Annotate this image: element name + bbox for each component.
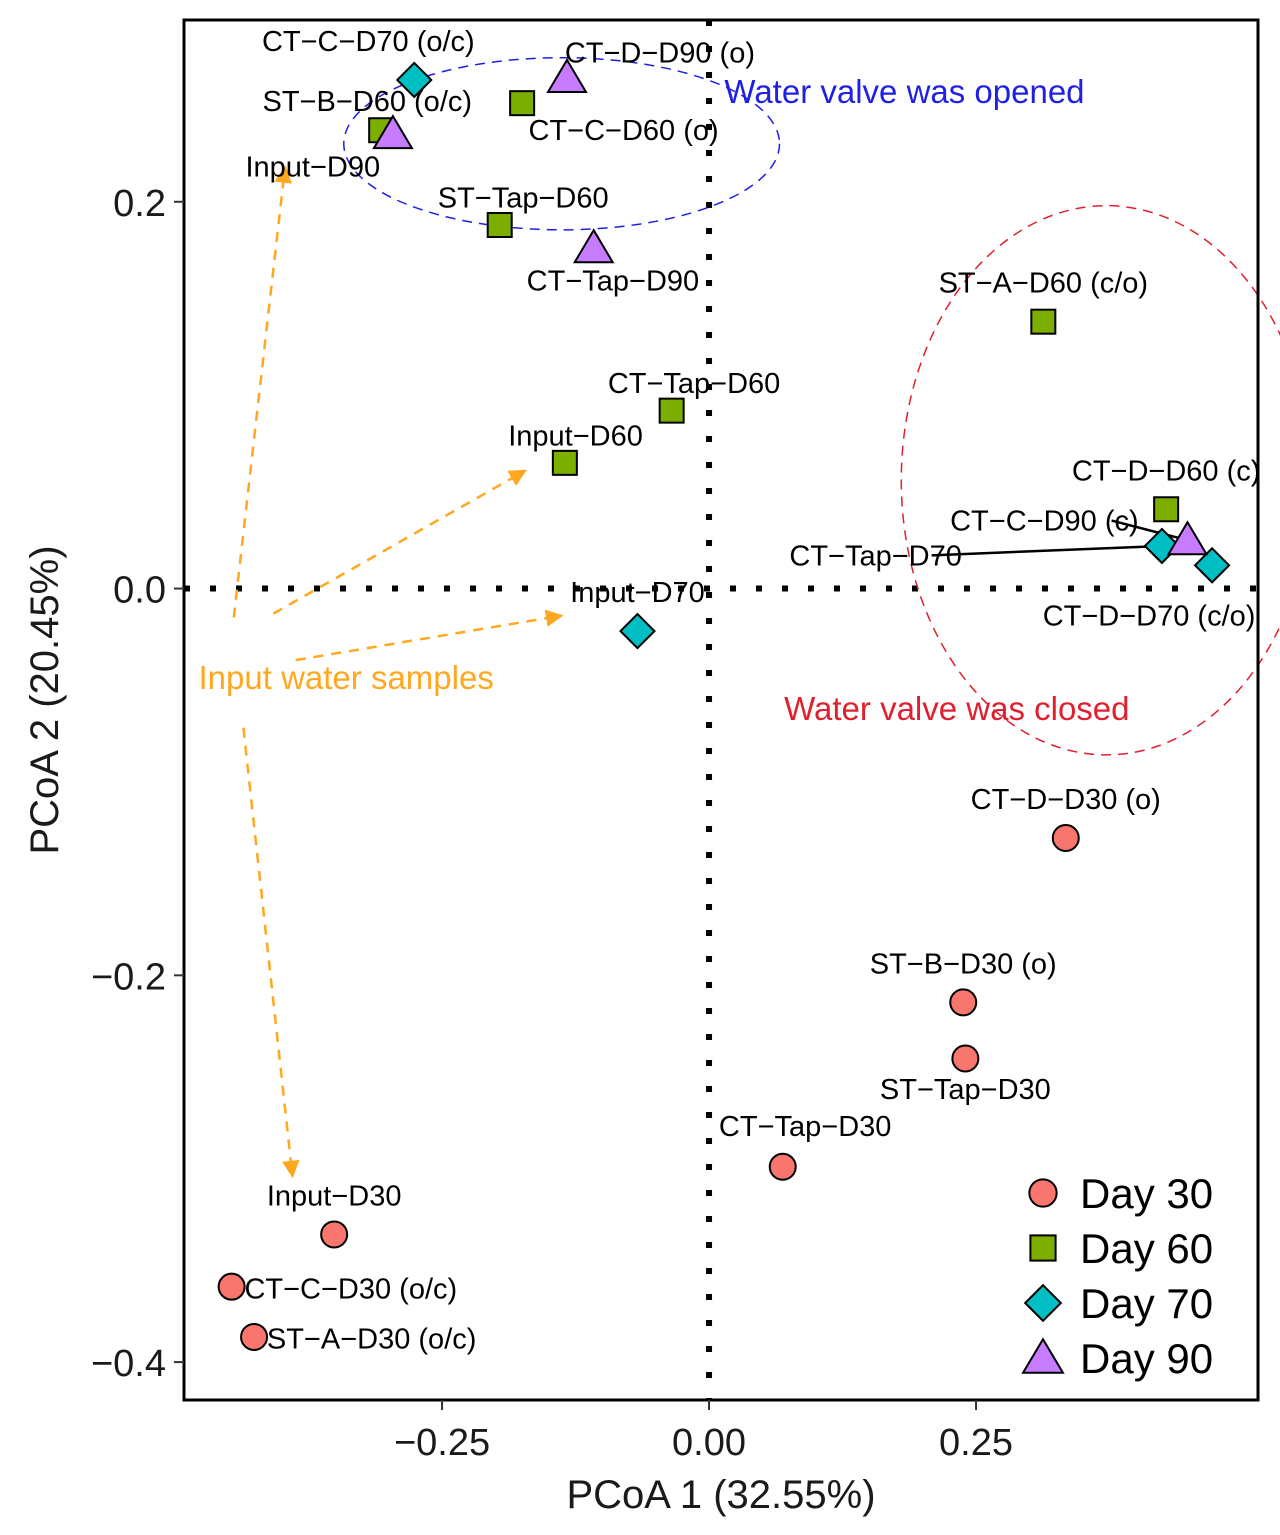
point-label: Input−D60 xyxy=(508,420,643,452)
point-label: ST−B−D30 (o) xyxy=(870,948,1057,980)
point-label: CT−D−D90 (o) xyxy=(565,38,755,70)
point-label: CT−Tap−D30 xyxy=(719,1111,892,1143)
legend: Day 30 Day 60 Day 70 Day 90 xyxy=(1021,1170,1213,1382)
data-point xyxy=(619,612,656,650)
data-point xyxy=(768,1152,797,1181)
arrow-to-input-d90 xyxy=(232,165,292,618)
point-label: CT−C−D70 (o/c) xyxy=(262,26,475,58)
point-label: ST−Tap−D60 xyxy=(438,183,609,215)
data-point xyxy=(320,1220,349,1249)
point-label: ST−A−D60 (c/o) xyxy=(939,268,1149,300)
leader-lines-layer xyxy=(931,519,1188,557)
point-labels-layer: CT−D−D30 (o) ST−B−D30 (o) ST−Tap−D30 CT−Tap… xyxy=(244,26,1260,1356)
y-tick-label: 0.2 xyxy=(113,183,166,225)
point-label: Input−D90 xyxy=(245,152,380,184)
point-label: CT−D−D30 (o) xyxy=(971,784,1161,816)
data-point xyxy=(572,228,615,264)
point-label: ST−A−D30 (o/c) xyxy=(267,1324,477,1356)
label-leader-line xyxy=(931,544,1162,557)
legend-symbol-diamond xyxy=(1023,1283,1063,1323)
legend-symbol-triangle xyxy=(1021,1337,1065,1374)
arrows-layer xyxy=(232,165,564,1179)
data-point xyxy=(1153,496,1180,523)
axes-layer: −0.25 0.00 0.25 0.2 0.0 −0.2 −0.4 xyxy=(91,183,1013,1464)
legend-label: Day 60 xyxy=(1080,1225,1213,1272)
legend-label: Day 90 xyxy=(1080,1335,1213,1382)
arrow-to-input-d60 xyxy=(272,469,527,615)
arrow-to-input-d70 xyxy=(295,609,564,662)
data-point xyxy=(951,1044,980,1073)
data-point xyxy=(1193,546,1231,584)
guides-layer xyxy=(184,20,1280,1400)
point-label: CT−C−D30 (o/c) xyxy=(244,1273,457,1305)
x-axis-title: PCoA 1 (32.55%) xyxy=(566,1473,875,1517)
y-tick-label: −0.2 xyxy=(91,956,166,998)
point-label: Input−D30 xyxy=(267,1180,402,1212)
data-point xyxy=(949,988,978,1017)
ellipse-closed-group xyxy=(900,204,1280,756)
annotation-text: Water valve was opened xyxy=(724,73,1084,110)
data-point xyxy=(217,1272,246,1301)
label-leader-line xyxy=(1111,519,1188,542)
point-label: Input−D70 xyxy=(570,577,705,609)
data-point xyxy=(486,211,513,238)
x-tick-label: −0.25 xyxy=(394,1422,490,1464)
data-point xyxy=(395,61,433,99)
y-tick-label: 0.0 xyxy=(113,570,166,612)
data-point xyxy=(372,114,414,150)
point-label: CT−Tap−D90 xyxy=(527,266,700,298)
legend-label: Day 70 xyxy=(1080,1280,1213,1327)
point-label: ST−Tap−D30 xyxy=(880,1074,1051,1106)
data-point xyxy=(551,449,578,476)
points-layer xyxy=(217,58,1231,1351)
ellipse-opened-group xyxy=(343,56,781,231)
point-label: ST−B−D60 (o/c) xyxy=(263,86,473,118)
x-tick-label: 0.00 xyxy=(672,1422,746,1464)
legend-symbol-square xyxy=(1029,1234,1057,1262)
legend-label: Day 30 xyxy=(1080,1170,1213,1217)
data-point xyxy=(658,397,685,424)
y-tick-label: −0.4 xyxy=(91,1343,166,1385)
plot-frame xyxy=(182,18,1260,1402)
point-label: CT−Tap−D60 xyxy=(608,368,781,400)
arrow-to-input-d30 xyxy=(242,727,300,1179)
annotation-text: Water valve was closed xyxy=(784,690,1129,727)
data-point xyxy=(509,90,536,117)
y-axis-title: PCoA 2 (20.45%) xyxy=(23,545,67,854)
data-point xyxy=(1051,824,1080,853)
annotations-layer: Water valve was opened Water valve was cl… xyxy=(199,73,1130,727)
annotation-text: Input water samples xyxy=(199,659,494,696)
data-point xyxy=(240,1322,269,1351)
point-label: CT−C−D60 (o) xyxy=(529,115,719,147)
point-label: CT−Tap−D70 xyxy=(789,540,962,572)
point-label: CT−D−D60 (c) xyxy=(1072,455,1261,487)
point-label: CT−C−D90 (c) xyxy=(950,506,1139,538)
legend-symbol-circle xyxy=(1028,1178,1058,1208)
data-point xyxy=(546,58,588,94)
x-tick-label: 0.25 xyxy=(939,1422,1013,1464)
data-point xyxy=(1166,520,1209,556)
point-label: CT−D−D70 (c/o) xyxy=(1043,600,1256,632)
data-point xyxy=(1030,308,1057,335)
